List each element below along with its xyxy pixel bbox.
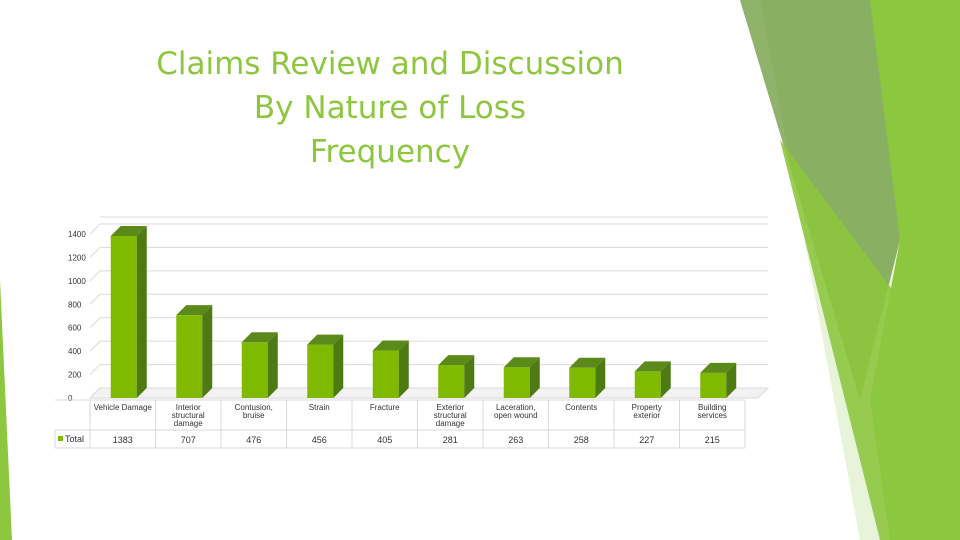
legend-label: Total: [65, 434, 84, 444]
decor-shape-mid-lower: [780, 140, 960, 540]
bar-top: [307, 334, 344, 345]
y-tick-label: 1200: [68, 253, 86, 262]
y-tick-label: 0: [68, 394, 73, 403]
value-label: 405: [377, 435, 392, 445]
y-tick-label: 600: [68, 324, 82, 333]
bar-top: [372, 340, 409, 351]
bar-side: [202, 305, 213, 398]
value-label: 227: [639, 435, 654, 445]
bar-front: [307, 344, 334, 398]
category-label: Fracture: [370, 403, 400, 412]
gridline-depth: [89, 317, 101, 329]
category-label: Property exterior: [632, 403, 662, 420]
bar-top: [241, 332, 278, 343]
bar-side: [136, 225, 147, 398]
bar-side: [464, 355, 475, 398]
category-label: Laceration, open wound: [494, 403, 538, 420]
bar-front: [241, 342, 268, 398]
slide-title: Claims Review and Discussion By Nature o…: [150, 42, 630, 174]
gridline-depth: [89, 364, 101, 375]
bar-front: [569, 367, 596, 398]
y-tick-label: 800: [68, 300, 82, 309]
category-label: Exterior structural damage: [434, 403, 467, 428]
bar-top: [634, 361, 671, 372]
y-tick-label: 200: [68, 371, 82, 380]
bar-side: [660, 361, 671, 398]
value-label: 281: [443, 435, 458, 445]
bar-side: [333, 334, 344, 398]
title-line-2: By Nature of Loss: [253, 90, 527, 126]
category-label: Interior structural damage: [172, 403, 205, 428]
bar-front: [372, 350, 399, 398]
bar-front: [438, 365, 465, 398]
bar-side: [726, 362, 737, 398]
bar-top: [176, 305, 213, 316]
value-label: 707: [181, 435, 196, 445]
value-label: 456: [312, 435, 327, 445]
bar-side: [267, 332, 278, 398]
bar-front: [176, 315, 203, 398]
bar-front: [503, 367, 530, 398]
bar-top: [110, 225, 147, 236]
decor-shape-left: [0, 280, 12, 540]
title-line-1: Claims Review and Discussion: [156, 46, 624, 82]
bar-front: [700, 372, 727, 398]
y-tick-label: 1400: [68, 230, 86, 239]
y-tick-label: 400: [68, 347, 82, 356]
bar-side: [529, 357, 540, 398]
bar-side: [595, 357, 606, 398]
value-label: 258: [574, 435, 589, 445]
gridline-depth: [89, 247, 101, 258]
value-label: 1383: [113, 435, 133, 445]
category-label: Contusion, bruise: [235, 403, 273, 420]
bar-top: [438, 355, 475, 366]
gridline-depth: [89, 223, 101, 235]
category-label: Building services: [698, 403, 727, 420]
bar-side: [398, 340, 409, 398]
title-line-3: Frequency: [309, 134, 471, 170]
value-label: 476: [246, 435, 261, 445]
value-label: 215: [705, 435, 720, 445]
gridline-depth: [89, 293, 101, 305]
bar-top: [700, 362, 737, 373]
bar-front: [110, 235, 137, 398]
category-label: Vehicle Damage: [94, 403, 153, 412]
category-label: Contents: [565, 403, 597, 412]
bar-top: [569, 357, 606, 368]
gridline-depth: [89, 340, 101, 352]
bar-top: [503, 357, 540, 368]
gridline-depth: [89, 270, 101, 282]
category-label: Strain: [309, 403, 330, 412]
value-label: 263: [508, 435, 523, 445]
legend-swatch: [58, 436, 63, 441]
bar-front: [634, 371, 661, 398]
y-tick-label: 1000: [68, 277, 86, 286]
